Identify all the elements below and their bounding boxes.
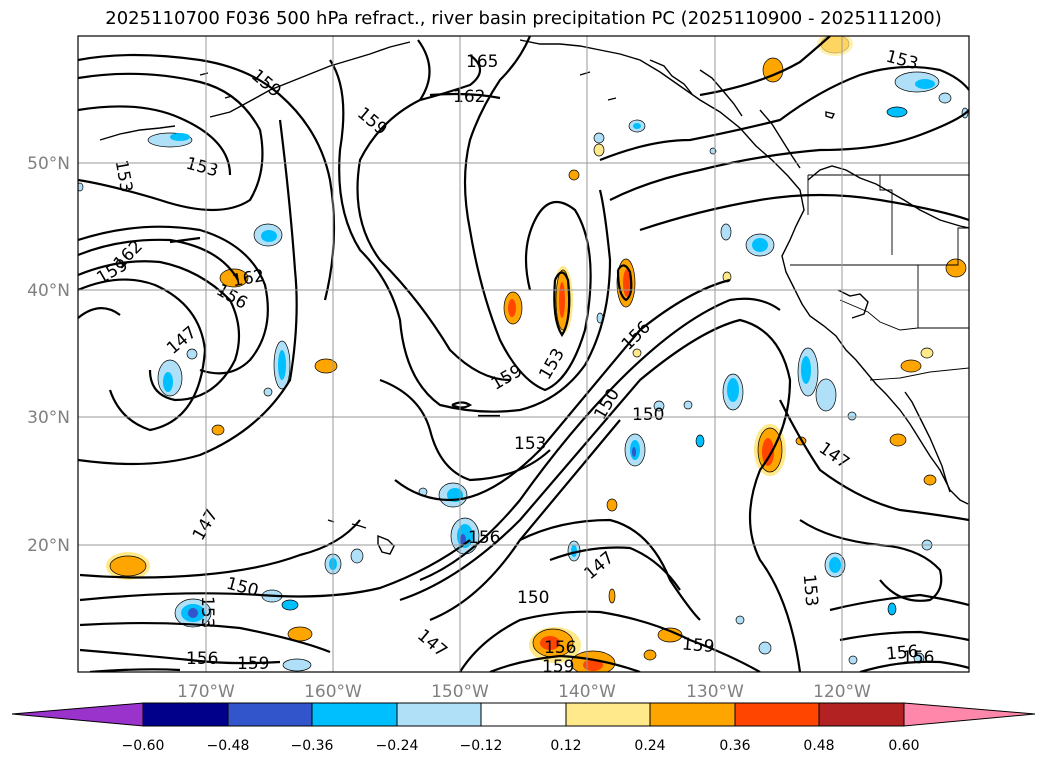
colorbar-segment xyxy=(818,702,905,727)
contour-label: 156 xyxy=(885,642,919,665)
colorbar-segment xyxy=(311,702,398,727)
map-frame xyxy=(77,35,970,673)
contour-label: 150 xyxy=(632,405,664,425)
longitude-labels: 170°W 160°W 150°W 140°W 130°W 120°W xyxy=(177,682,871,702)
contour-label: 153 xyxy=(799,573,822,607)
colorbar-segment xyxy=(227,702,313,727)
colorbar-segment xyxy=(649,702,736,727)
colorbar-tick-label: −0.12 xyxy=(460,738,503,754)
colorbar-tick-label: 0.48 xyxy=(803,738,834,754)
colorbar-tick-label: −0.36 xyxy=(291,738,334,754)
contour-label: 159 xyxy=(681,634,715,657)
contour-label: 165 xyxy=(466,52,498,72)
map-title: 2025110700 F036 500 hPa refract., river … xyxy=(105,8,942,29)
contour-label: 156 xyxy=(544,638,576,658)
colorbar-segment xyxy=(11,702,144,727)
contour-label: 150 xyxy=(517,588,549,608)
contour-label: 156 xyxy=(186,649,218,669)
borders xyxy=(790,174,969,381)
colorbar-segment xyxy=(480,702,567,727)
refractivity-contours xyxy=(78,36,969,672)
lon-label: 130°W xyxy=(686,682,744,702)
colorbar-ticks: −0.60 −0.48 −0.36 −0.24 −0.12 0.12 0.24 … xyxy=(122,738,920,754)
lat-label: 20°N xyxy=(27,536,70,556)
colorbar-tick-label: 0.24 xyxy=(634,738,665,754)
lat-label: 40°N xyxy=(27,281,70,301)
svg-text:156: 156 xyxy=(902,648,934,668)
colorbar-tick-label: 0.36 xyxy=(719,738,750,754)
gridlines xyxy=(78,36,969,672)
contour-label: 153 xyxy=(514,434,546,454)
lon-label: 150°W xyxy=(431,682,489,702)
lon-label: 170°W xyxy=(177,682,235,702)
colorbar-segment xyxy=(565,702,651,727)
contour-label: 153 xyxy=(197,596,217,628)
contour-label: 159 xyxy=(237,654,269,674)
colorbar-segment xyxy=(903,702,1036,727)
colorbar-tick-label: −0.60 xyxy=(122,738,165,754)
colorbar-tick-label: −0.48 xyxy=(207,738,250,754)
colorbar-tick-label: 0.60 xyxy=(888,738,919,754)
contour-label: 159 xyxy=(542,657,574,677)
lon-label: 120°W xyxy=(813,682,871,702)
lat-label: 30°N xyxy=(27,408,70,428)
colorbar-segment xyxy=(142,702,229,727)
lon-label: 160°W xyxy=(304,682,362,702)
contour-label: 162 xyxy=(453,87,485,107)
colorbar xyxy=(11,702,1036,727)
lat-label: 50°N xyxy=(27,154,70,174)
latitude-labels: 50°N 40°N 30°N 20°N xyxy=(27,154,70,556)
map-background xyxy=(78,36,969,672)
colorbar-segment xyxy=(734,702,820,727)
contour-label: 156 xyxy=(468,528,500,548)
colorbar-tick-label: 0.12 xyxy=(550,738,581,754)
lon-label: 140°W xyxy=(558,682,616,702)
colorbar-segment xyxy=(396,702,482,727)
colorbar-tick-label: −0.24 xyxy=(376,738,419,754)
coastlines xyxy=(99,39,969,555)
